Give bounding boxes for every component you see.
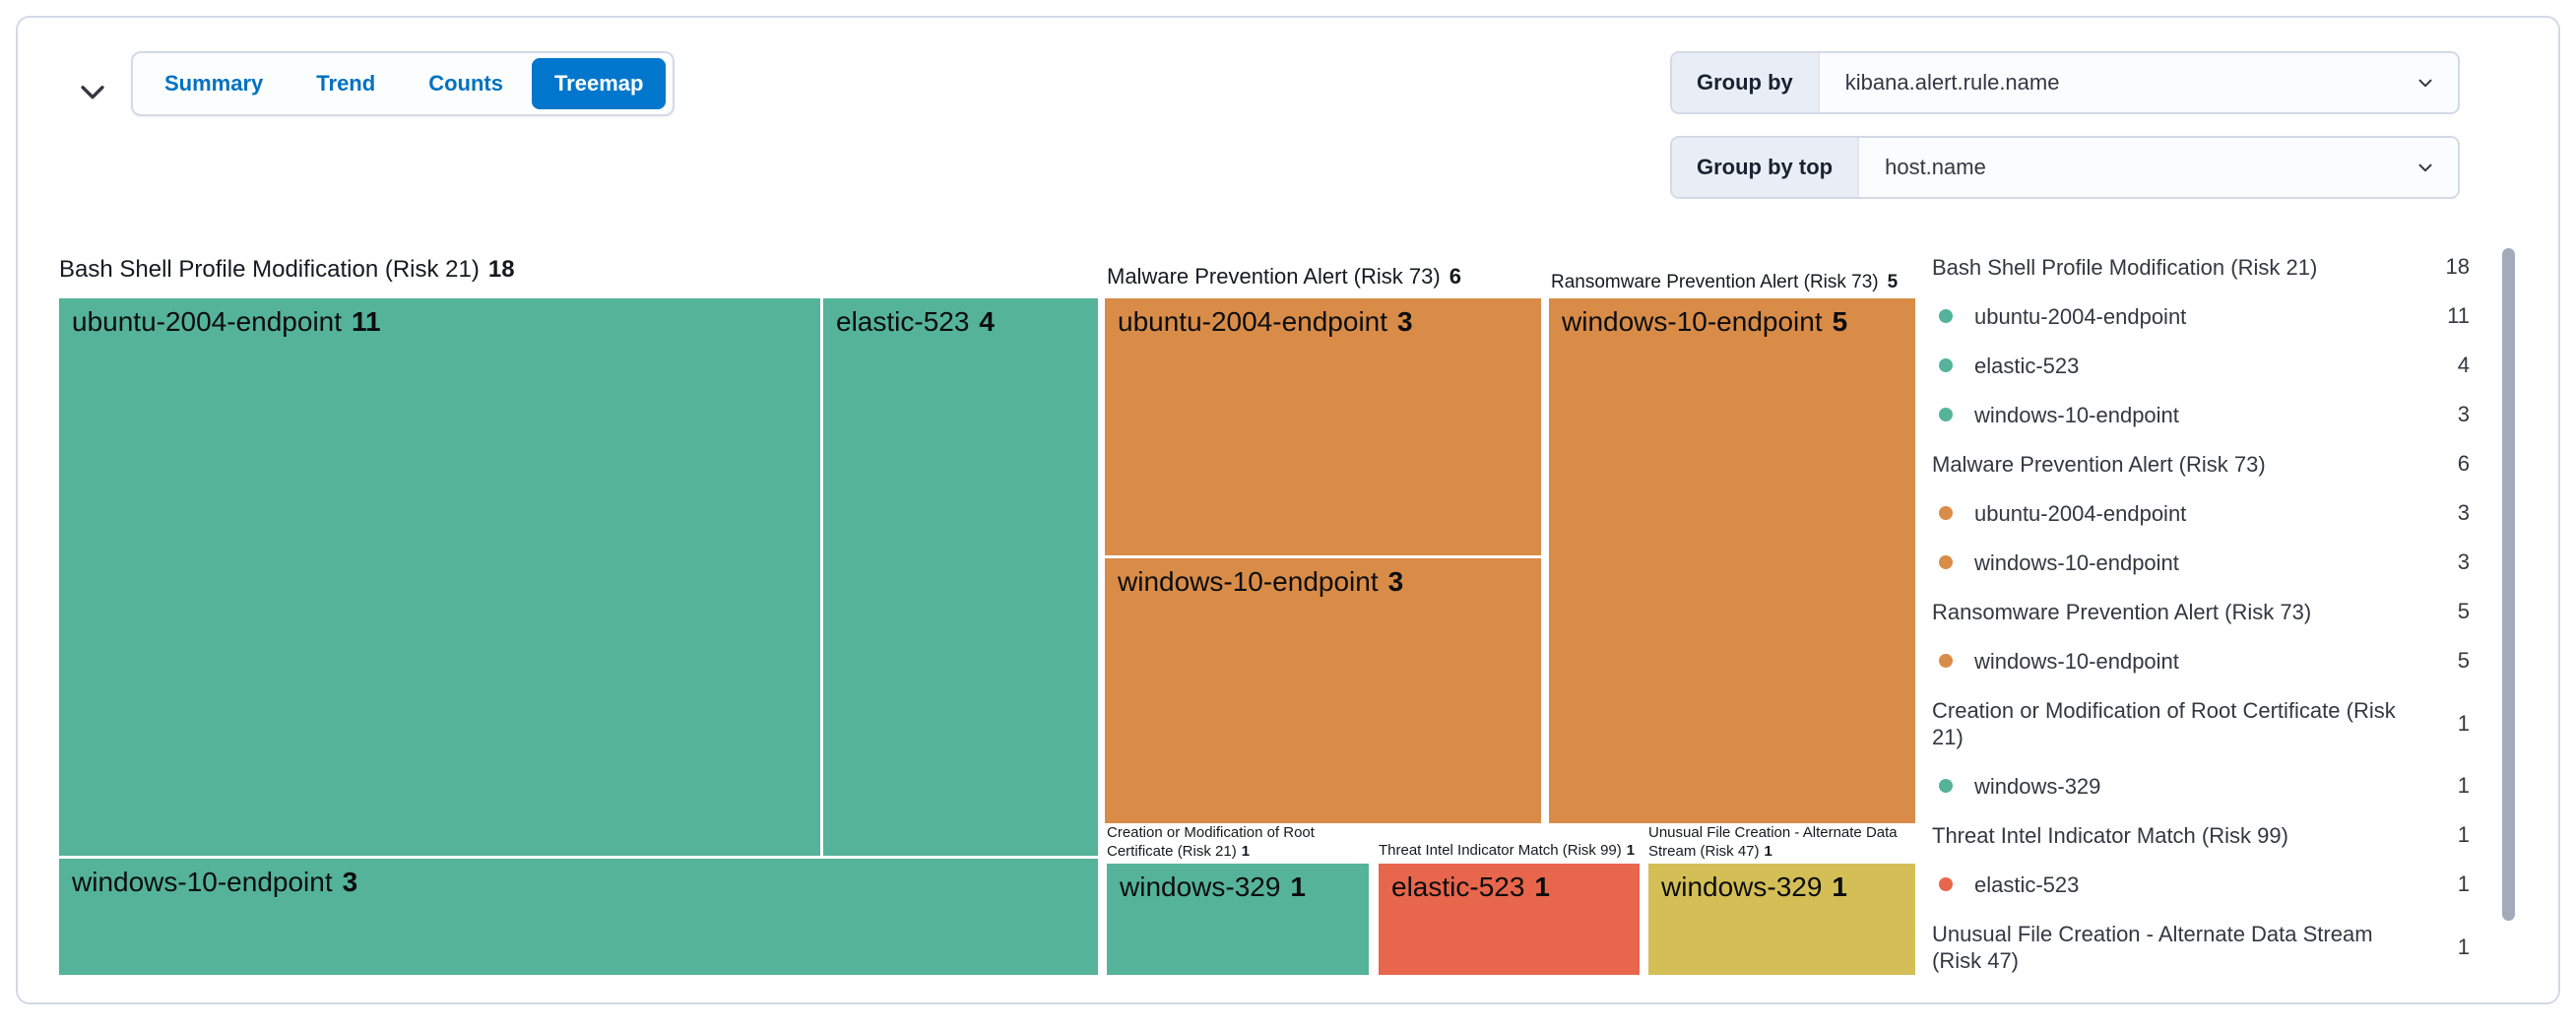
legend-count: 5 — [2457, 648, 2470, 673]
legend-item-row[interactable]: ubuntu-2004-endpoint 11 — [1932, 291, 2470, 341]
treemap-group-title: Threat Intel Indicator Match (Risk 99) 1 — [1379, 842, 1635, 859]
legend-item-row[interactable]: elastic-523 4 — [1932, 341, 2470, 390]
legend-label: windows-10-endpoint — [1974, 549, 2179, 575]
legend-count: 4 — [2457, 353, 2470, 377]
legend-label: windows-10-endpoint — [1974, 402, 2179, 427]
treemap-cell[interactable]: elastic-523 4 — [823, 298, 1098, 856]
legend-count: 1 — [2457, 773, 2470, 798]
legend-count: 5 — [2457, 599, 2470, 623]
legend-dot — [1939, 309, 1953, 323]
legend-label: Threat Intel Indicator Match (Risk 99) — [1932, 822, 2288, 848]
legend-dot — [1939, 877, 1953, 891]
collapse-panel-button[interactable] — [69, 69, 116, 116]
legend-item-row[interactable]: elastic-523 1 — [1932, 860, 2470, 909]
group-by-control: Group by kibana.alert.rule.name — [1670, 51, 2460, 114]
group-title-count: 1 — [1241, 843, 1251, 860]
chevron-down-icon[interactable] — [2415, 138, 2458, 197]
group-title-count: 1 — [1764, 843, 1772, 860]
legend-label: Ransomware Prevention Alert (Risk 73) — [1932, 599, 2312, 624]
legend-count: 6 — [2457, 451, 2470, 476]
legend-dot — [1939, 506, 1953, 520]
treemap-cell[interactable]: windows-10-endpoint 5 — [1549, 298, 1915, 823]
treemap-group-title: Ransomware Prevention Alert (Risk 73) 5 — [1551, 272, 1898, 293]
group-title-text: Malware Prevention Alert (Risk 73) — [1107, 264, 1441, 289]
legend-group-row[interactable]: Bash Shell Profile Modification (Risk 21… — [1932, 242, 2470, 291]
legend-count: 18 — [2445, 254, 2470, 279]
group-title-text: Unusual File Creation - Alternate Data S… — [1648, 824, 1898, 860]
legend-item-row[interactable]: windows-10-endpoint 3 — [1932, 538, 2470, 587]
legend-label: elastic-523 — [1974, 871, 2080, 897]
treemap-cell[interactable]: windows-10-endpoint 3 — [59, 859, 1098, 975]
treemap-cell[interactable]: windows-10-endpoint 3 — [1105, 558, 1541, 823]
legend-scrollbar-thumb[interactable] — [2502, 248, 2515, 921]
legend-count: 11 — [2447, 303, 2470, 328]
legend-group-row[interactable]: Malware Prevention Alert (Risk 73) 6 — [1932, 439, 2470, 488]
legend-group-row[interactable]: Creation or Modification of Root Certifi… — [1932, 685, 2470, 761]
treemap-group-title: Creation or Modification of Root Certifi… — [1107, 823, 1385, 861]
group-title-count: 6 — [1449, 264, 1461, 289]
group-by-label: Group by — [1672, 53, 1820, 112]
legend-count: 1 — [2457, 871, 2470, 896]
treemap-group-title: Bash Shell Profile Modification (Risk 21… — [59, 256, 515, 284]
chevron-down-icon — [76, 75, 109, 111]
legend-group-row[interactable]: Ransomware Prevention Alert (Risk 73) 5 — [1932, 587, 2470, 636]
treemap-cell[interactable]: windows-329 1 — [1107, 864, 1369, 975]
treemap-cell[interactable]: ubuntu-2004-endpoint 3 — [1105, 298, 1541, 555]
legend-label: Creation or Modification of Root Certifi… — [1932, 697, 2396, 749]
tab-treemap[interactable]: Treemap — [531, 58, 667, 109]
treemap-legend: Bash Shell Profile Modification (Risk 21… — [1932, 242, 2470, 985]
legend-count: 1 — [2457, 710, 2470, 736]
treemap-cell[interactable]: ubuntu-2004-endpoint 11 — [59, 298, 820, 856]
group-by-top-select[interactable]: host.name — [1885, 155, 1986, 179]
group-title-text: Creation or Modification of Root Certifi… — [1107, 824, 1315, 860]
group-by-top-control: Group by top host.name — [1670, 136, 2460, 199]
legend-label: Unusual File Creation - Alternate Data S… — [1932, 921, 2373, 973]
legend-label: Bash Shell Profile Modification (Risk 21… — [1932, 254, 2318, 280]
group-title-text: Threat Intel Indicator Match (Risk 99) — [1379, 842, 1622, 859]
legend-dot — [1939, 555, 1953, 569]
chevron-down-icon[interactable] — [2415, 53, 2458, 112]
legend-label: ubuntu-2004-endpoint — [1974, 500, 2187, 526]
group-title-count: 18 — [487, 256, 515, 283]
tab-counts[interactable]: Counts — [404, 58, 528, 109]
view-tab-group: Summary Trend Counts Treemap — [131, 51, 676, 116]
group-title-count: 1 — [1626, 842, 1636, 859]
legend-count: 1 — [2457, 822, 2470, 847]
legend-item-row[interactable]: windows-329 1 — [1932, 761, 2470, 810]
legend-count: 3 — [2457, 500, 2470, 525]
legend-count: 1 — [2457, 934, 2470, 959]
treemap-group-title: Malware Prevention Alert (Risk 73) 6 — [1107, 264, 1461, 290]
legend-count: 3 — [2457, 402, 2470, 426]
legend-count: 3 — [2457, 549, 2470, 574]
legend-dot — [1939, 408, 1953, 421]
group-title-count: 5 — [1887, 272, 1899, 292]
legend-group-row[interactable]: Threat Intel Indicator Match (Risk 99) 1 — [1932, 810, 2470, 860]
group-title-text: Bash Shell Profile Modification (Risk 21… — [59, 256, 480, 283]
legend-item-row[interactable]: ubuntu-2004-endpoint 3 — [1932, 488, 2470, 538]
treemap-cell[interactable]: elastic-523 1 — [1379, 864, 1640, 975]
group-title-text: Ransomware Prevention Alert (Risk 73) — [1551, 272, 1879, 292]
legend-dot — [1939, 358, 1953, 372]
legend-label: ubuntu-2004-endpoint — [1974, 303, 2187, 329]
legend-item-row[interactable]: windows-10-endpoint 5 — [1932, 636, 2470, 685]
group-by-top-label: Group by top — [1672, 138, 1860, 197]
treemap-group-title: Unusual File Creation - Alternate Data S… — [1648, 823, 1936, 861]
legend-label: Malware Prevention Alert (Risk 73) — [1932, 451, 2266, 477]
group-by-select[interactable]: kibana.alert.rule.name — [1844, 70, 2060, 95]
tab-trend[interactable]: Trend — [291, 58, 400, 109]
legend-group-row[interactable]: Unusual File Creation - Alternate Data S… — [1932, 909, 2470, 985]
legend-label: windows-10-endpoint — [1974, 648, 2179, 674]
treemap-cell[interactable]: windows-329 1 — [1648, 864, 1915, 975]
legend-label: windows-329 — [1974, 773, 2101, 799]
legend-item-row[interactable]: windows-10-endpoint 3 — [1932, 390, 2470, 439]
legend-dot — [1939, 779, 1953, 793]
legend-dot — [1939, 654, 1953, 668]
tab-summary[interactable]: Summary — [140, 58, 288, 109]
legend-label: elastic-523 — [1974, 353, 2080, 378]
